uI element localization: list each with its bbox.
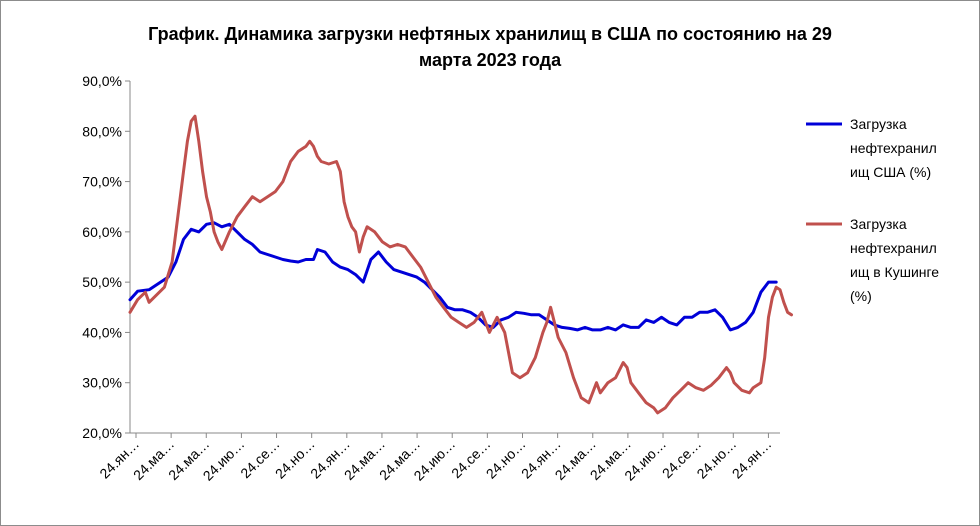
y-tick-label: 80,0% — [82, 123, 122, 139]
y-tick-label: 30,0% — [82, 375, 122, 391]
y-tick-label: 20,0% — [82, 425, 122, 441]
legend-label-cushing: (%) — [850, 288, 872, 304]
legend-label-cushing: Загрузка — [850, 216, 907, 232]
chart-axes: 20,0% 30,0% 40,0% 50,0% 60,0% 70,0% 80,0% 90,0%… — [82, 73, 780, 484]
x-tick-label: 24.ян… — [729, 436, 775, 482]
legend-label-usa: нефтехранил — [850, 140, 937, 156]
y-tick-label: 90,0% — [82, 73, 122, 89]
legend-label-usa: ищ США (%) — [850, 164, 931, 180]
series-line-usa — [128, 221, 778, 332]
series-layer — [128, 114, 793, 415]
legend-label-cushing: ищ в Кушинге — [850, 264, 939, 280]
y-tick-label: 70,0% — [82, 174, 122, 190]
chart-title-line-2: марта 2023 года — [419, 50, 562, 70]
y-tick-label: 40,0% — [82, 324, 122, 340]
legend-label-cushing: нефтехранил — [850, 240, 937, 256]
y-tick-label: 60,0% — [82, 224, 122, 240]
chart-title-line-1: График. Динамика загрузки нефтяных храни… — [148, 24, 832, 44]
y-tick-label: 50,0% — [82, 274, 122, 290]
legend: Загрузка нефтехранил ищ США (%) Загрузка неф… — [806, 116, 939, 304]
legend-label-usa: Загрузка — [850, 116, 907, 132]
series-line-cushing — [128, 114, 793, 415]
